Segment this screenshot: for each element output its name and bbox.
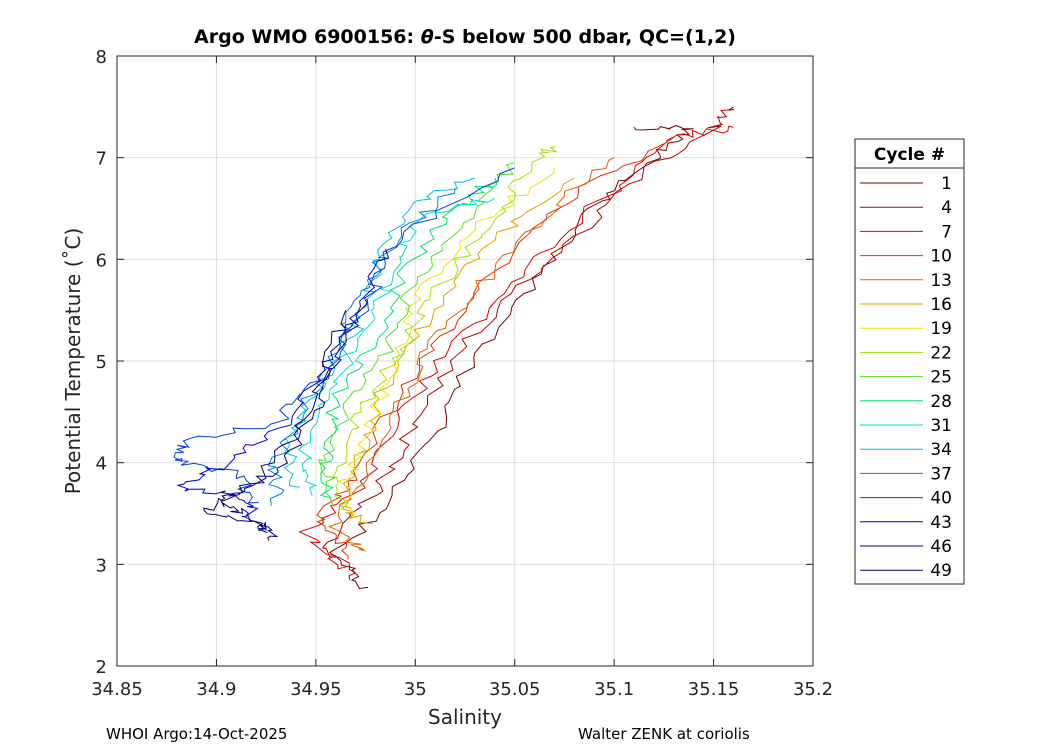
y-tick-label: 8 <box>96 47 107 68</box>
y-axis-label: Potential Temperature (˚C) <box>61 228 85 495</box>
series-layer <box>173 106 735 590</box>
y-tick-label: 2 <box>96 657 107 678</box>
y-tick-label: 3 <box>96 555 107 576</box>
legend-label: 19 <box>930 319 952 339</box>
legend-label: 43 <box>930 513 952 533</box>
series-line-cycle-16 <box>340 177 575 525</box>
legend-label: 31 <box>930 416 952 436</box>
legend-label: 25 <box>930 368 952 388</box>
series-line-cycle-13 <box>327 157 615 552</box>
legend-label: 13 <box>930 271 952 291</box>
legend-label: 34 <box>930 440 952 460</box>
x-tick-label: 35 <box>404 679 427 700</box>
series-line-cycle-40 <box>173 167 515 504</box>
x-tick-label: 35.15 <box>688 679 740 700</box>
series-line-cycle-10 <box>316 136 675 560</box>
x-tick-label: 35.05 <box>489 679 541 700</box>
legend-label: 28 <box>930 392 952 412</box>
x-tick-label: 34.9 <box>196 679 236 700</box>
x-axis-label: Salinity <box>428 705 502 729</box>
axis-ticks: 34.85 34.9 34.95 35 35.05 35.1 35.15 35.2 2 3 4 5 6 7… <box>91 47 833 700</box>
series-line-cycle-25 <box>317 162 515 507</box>
y-tick-label: 5 <box>96 352 107 373</box>
footer-credit: Walter ZENK at coriolis <box>578 725 750 743</box>
series-line-cycle-28 <box>319 177 498 499</box>
series-line-cycle-19 <box>337 167 555 517</box>
legend-label: 40 <box>930 489 952 509</box>
series-line-cycle-4 <box>321 106 735 581</box>
legend-title: Cycle # <box>874 145 945 165</box>
series-line-cycle-46 <box>220 299 368 534</box>
x-tick-label: 34.95 <box>290 679 342 700</box>
legend-label: 7 <box>941 222 952 242</box>
title-suffix: -S below 500 dbar, QC=(1,2) <box>433 26 736 48</box>
legend-label: 49 <box>930 561 952 581</box>
legend-label: 22 <box>930 343 952 363</box>
legend-box <box>854 138 965 585</box>
title-prefix: Argo WMO 6900156: <box>194 26 421 48</box>
series-line-cycle-1 <box>328 125 694 590</box>
chart-title: Argo WMO 6900156: θ-S below 500 dbar, QC… <box>117 26 813 48</box>
legend-label: 1 <box>941 174 952 194</box>
grid-lines <box>116 55 814 667</box>
footer-source: WHOI Argo:14-Oct-2025 <box>106 725 288 743</box>
legend-label: 4 <box>941 198 952 218</box>
legend-label: 46 <box>930 537 952 557</box>
series-line-cycle-7 <box>298 125 734 570</box>
x-tick-label: 35.2 <box>793 679 833 700</box>
y-tick-label: 6 <box>96 250 107 271</box>
series-line-cycle-34 <box>283 177 476 488</box>
title-theta-symbol: θ <box>420 26 434 48</box>
y-tick-label: 4 <box>96 454 107 475</box>
series-line-cycle-31 <box>297 197 496 496</box>
x-tick-label: 35.1 <box>594 679 634 700</box>
x-tick-label: 34.85 <box>91 679 143 700</box>
legend: Cycle # 1 4 7 10 13 16 19 22 25 28 31 34 37 40 43 46 49 <box>854 138 965 585</box>
legend-label: 10 <box>930 247 952 267</box>
series-line-cycle-49 <box>203 310 348 541</box>
legend-label: 16 <box>930 295 952 315</box>
legend-label: 37 <box>930 464 952 484</box>
series-line-cycle-22 <box>331 145 558 509</box>
y-tick-label: 7 <box>96 149 107 170</box>
